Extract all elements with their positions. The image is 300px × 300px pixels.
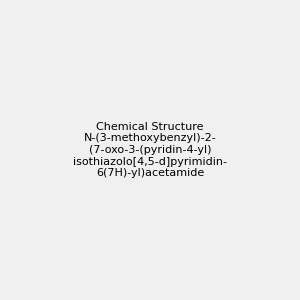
Text: Chemical Structure
N-(3-methoxybenzyl)-2-
(7-oxo-3-(pyridin-4-yl)
isothiazolo[4,: Chemical Structure N-(3-methoxybenzyl)-2…: [73, 122, 227, 178]
